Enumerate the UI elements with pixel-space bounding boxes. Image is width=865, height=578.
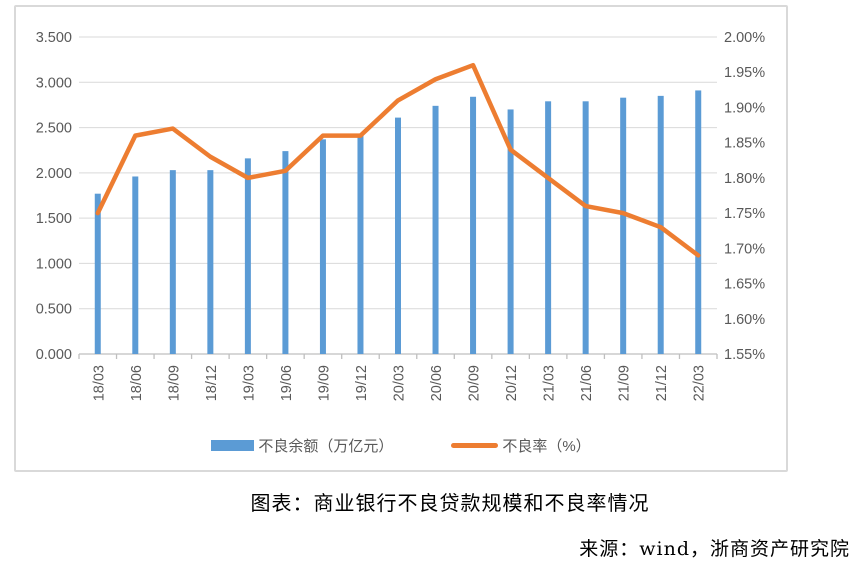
y-axis-right-label: 1.90% [724,100,765,116]
line-series-swatch [451,443,499,448]
y-axis-left-label: 3.000 [36,75,72,91]
npl-balance-bar [470,96,477,354]
y-axis-right-label: 1.85% [724,136,765,152]
x-axis-label: 20/09 [467,365,483,401]
legend-item-balance: 不良余额（万亿元） [211,435,393,456]
npl-balance-bar [545,101,552,354]
npl-balance-bar [94,193,101,354]
npl-balance-bar [132,176,139,354]
x-axis-label: 19/09 [316,365,332,401]
bar-series-swatch [211,440,255,451]
x-axis-label: 19/06 [279,365,295,401]
y-axis-left-label: 1.500 [36,211,72,227]
x-axis-label: 19/03 [241,365,257,401]
legend-label-balance: 不良余额（万亿元） [258,438,394,455]
npl-balance-bar [507,109,514,354]
x-axis-label: 18/06 [129,365,145,401]
x-axis-label: 20/03 [392,365,408,401]
y-axis-left-label: 0.000 [36,347,72,363]
x-axis-label: 22/03 [692,365,708,401]
npl-balance-bar [695,90,702,355]
legend-item-rate: 不良率（%） [451,435,591,456]
x-axis-label: 21/03 [542,365,558,401]
chart-frame: 3.500 3.000 2.500 2.000 1.500 1.000 0.500 0.000… [14,5,788,472]
y-axis-right-label: 1.70% [724,241,765,257]
y-axis-left-label: 2.000 [36,166,72,182]
y-axis-right-label: 1.95% [724,65,765,81]
y-axis-left-label: 1.000 [36,256,72,272]
y-axis-right-label: 1.65% [724,277,765,293]
npl-balance-bar [357,135,364,354]
x-axis-label: 18/09 [166,365,182,401]
npl-balance-bar [395,117,401,354]
npl-balance-bar [282,151,289,354]
npl-balance-bar [620,97,627,354]
npl-balance-bar [319,139,326,354]
npl-balance-bar [582,101,589,354]
x-axis-label: 19/12 [354,365,370,401]
x-axis-label: 21/06 [579,365,595,401]
x-axis-label: 21/12 [654,365,670,401]
y-axis-right-label: 1.80% [724,171,765,187]
npl-rate-line [95,62,701,258]
combo-chart-canvas: 3.500 3.000 2.500 2.000 1.500 1.000 0.500 0.000… [36,30,766,401]
y-axis-right-label: 1.75% [724,206,765,222]
x-axis-label: 18/12 [204,365,220,401]
npl-balance-bar [169,170,176,354]
npl-balance-bar [207,170,214,354]
x-axis-label: 21/09 [617,365,633,401]
y-axis-left-label: 2.500 [36,121,72,137]
chart-caption-source: 来源：wind，浙商资产研究院 [579,538,850,560]
y-axis-left-label: 0.500 [36,302,72,318]
chart-caption-title: 图表：商业银行不良贷款规模和不良率情况 [250,491,650,515]
y-axis-right-label: 1.60% [724,312,765,328]
y-axis-right-label: 2.00% [724,30,765,46]
chart-legend: 不良余额（万亿元） 不良率（%） [16,435,786,456]
npl-balance-bar [432,105,439,354]
x-axis-label: 20/12 [504,365,520,401]
y-axis-right-label: 1.55% [724,347,765,363]
y-axis-left-label: 3.500 [36,30,72,46]
x-axis-label: 18/03 [91,365,107,401]
npl-balance-bar [244,158,251,354]
legend-label-rate: 不良率（%） [502,438,591,455]
x-axis-label: 20/06 [429,365,445,401]
